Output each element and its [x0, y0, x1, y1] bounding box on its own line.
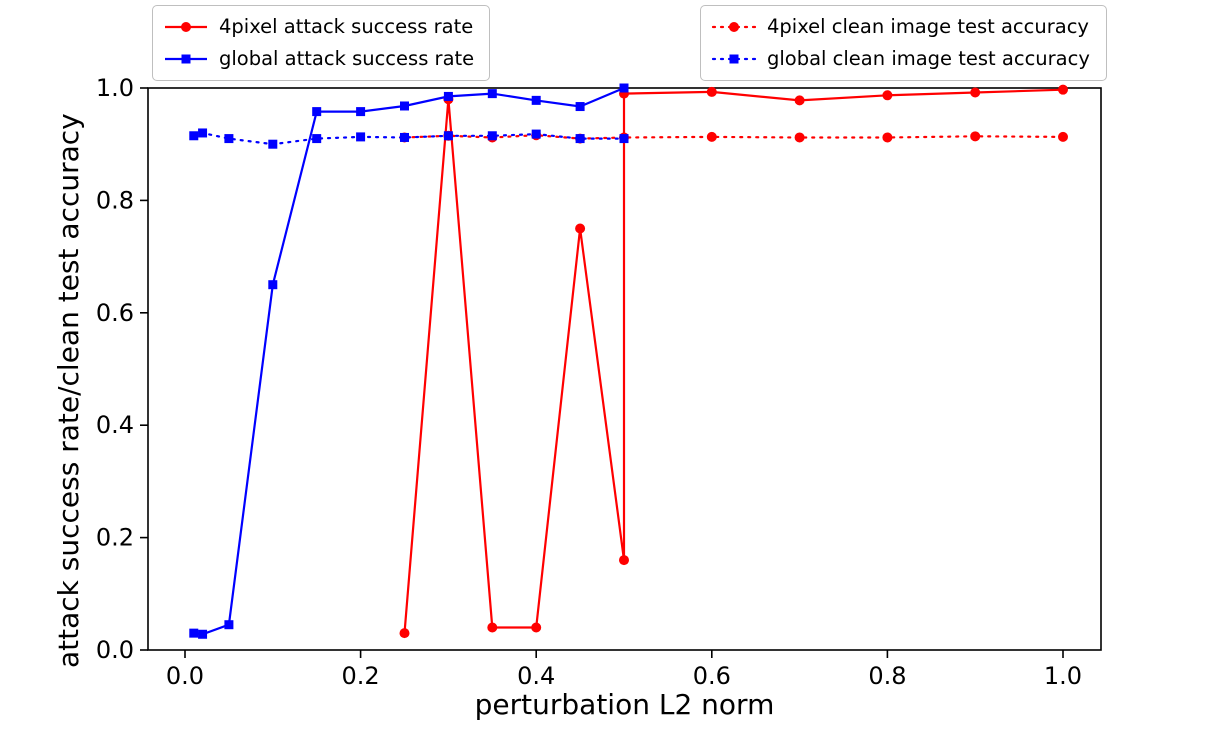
legend-box-clean-accuracy: 4pixel clean image test accuracy global … [700, 5, 1107, 81]
y-tick-label: 0.4 [96, 411, 134, 439]
marker-square [198, 629, 208, 639]
marker-square [619, 83, 629, 93]
series-line-0 [403, 88, 1064, 634]
marker-circle [706, 131, 717, 142]
marker-square [443, 91, 453, 101]
marker-circle [619, 555, 629, 566]
marker-circle [706, 86, 717, 97]
legend-sample-svg [711, 54, 757, 64]
marker-square [356, 132, 366, 142]
y-tick-label: 0.0 [96, 636, 134, 664]
legend-sample-svg [711, 22, 757, 32]
marker-square [268, 139, 278, 149]
legend-box-attack-success: 4pixel attack success rate global attack… [152, 5, 490, 81]
legend-label: global clean image test accuracy [767, 47, 1090, 70]
legend-sample-blue-solid-square [163, 49, 209, 69]
marker-square [224, 620, 234, 630]
marker-square [487, 89, 497, 99]
marker-square [619, 134, 629, 144]
legend-sample-blue-dotted-square [711, 49, 757, 69]
marker-circle [794, 95, 805, 106]
x-axis-label: perturbation L2 norm [474, 688, 775, 721]
legend-label: 4pixel clean image test accuracy [767, 15, 1089, 38]
y-axis-label: attack success rate/clean test accuracy [52, 113, 85, 668]
legend-entry-4pixel-attack: 4pixel attack success rate [163, 15, 479, 39]
x-tick-label: 0.4 [517, 662, 555, 690]
marker-square [400, 101, 409, 111]
legend-sample-svg [165, 54, 207, 64]
legend-sample-svg [165, 22, 207, 32]
marker-square [443, 131, 453, 141]
marker-circle [531, 622, 542, 633]
marker-square [312, 134, 322, 144]
marker-square [198, 128, 208, 138]
legend-entry-global-attack: global attack success rate [163, 47, 479, 71]
legend-label: 4pixel attack success rate [219, 15, 474, 38]
legend-entry-global-clean: global clean image test accuracy [711, 47, 1096, 71]
marker-circle [970, 131, 981, 142]
marker-square [575, 134, 585, 144]
marker-square [531, 129, 541, 139]
marker-circle [882, 90, 893, 101]
y-tick-label: 0.8 [96, 186, 134, 214]
x-tick-label: 1.0 [1044, 662, 1082, 690]
legend-label: global attack success rate [219, 47, 475, 70]
marker-square [189, 131, 199, 141]
y-tick-label: 0.2 [96, 524, 134, 552]
y-tick-label: 0.6 [96, 299, 134, 327]
marker-square [189, 628, 199, 638]
x-tick-label: 0.0 [166, 662, 204, 690]
marker-circle [1058, 131, 1068, 142]
x-tick-label: 0.6 [693, 662, 731, 690]
x-tick-label: 0.8 [868, 662, 906, 690]
marker-square [531, 95, 541, 105]
marker-square [400, 132, 409, 142]
y-tick-label: 1.0 [96, 74, 134, 102]
marker-square [224, 134, 234, 144]
marker-square [268, 280, 278, 290]
legend-sample-red-dotted-circle [711, 17, 757, 37]
marker-circle [399, 628, 410, 639]
marker-circle [487, 622, 498, 633]
marker-circle [575, 223, 586, 234]
marker-circle [1058, 84, 1068, 95]
marker-square [487, 131, 497, 141]
legend-sample-red-solid-circle [163, 17, 209, 37]
marker-square [575, 102, 585, 112]
marker-circle [794, 132, 805, 143]
marker-circle [882, 132, 893, 143]
series-line-1 [193, 86, 625, 636]
x-tick-label: 0.2 [342, 662, 380, 690]
marker-square [356, 107, 366, 117]
legend-entry-4pixel-clean: 4pixel clean image test accuracy [711, 15, 1096, 39]
marker-square [312, 107, 322, 117]
marker-circle [970, 87, 981, 98]
series-line-2 [403, 134, 1065, 140]
